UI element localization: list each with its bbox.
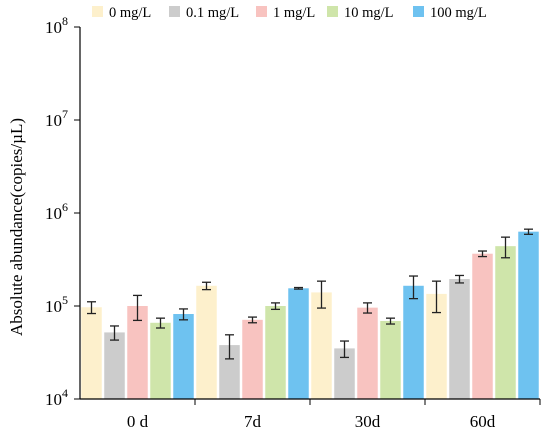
- legend-swatch: [413, 6, 424, 17]
- legend-swatch: [92, 6, 103, 17]
- bar: [426, 293, 447, 399]
- x-tick-label: 60d: [470, 412, 496, 431]
- bar: [81, 307, 102, 399]
- bar: [380, 320, 401, 399]
- bar: [472, 253, 493, 399]
- bar: [242, 319, 263, 399]
- bar: [127, 306, 148, 399]
- bar: [357, 307, 378, 399]
- bars: [81, 228, 539, 399]
- bar: [518, 231, 539, 399]
- legend-label: 0 mg/L: [109, 5, 151, 21]
- y-tick-label: 105: [45, 293, 68, 316]
- bar: [403, 285, 424, 399]
- bar: [173, 314, 194, 399]
- bar: [219, 345, 240, 399]
- bar: [104, 332, 125, 399]
- x-tick-label: 7d: [244, 412, 262, 431]
- legend-label: 1 mg/L: [273, 5, 315, 21]
- y-axis: 104 105 106 107 108: [45, 14, 81, 409]
- bar: [288, 288, 309, 399]
- y-axis-title: Absolute abundance(copies/µL): [7, 118, 26, 336]
- y-tick-label: 108: [45, 14, 68, 37]
- y-tick-label: 106: [45, 200, 68, 223]
- bar: [196, 285, 217, 399]
- bar: [311, 292, 332, 399]
- legend: 0 mg/L 0.1 mg/L 1 mg/L 10 mg/L 100 mg/L: [92, 5, 487, 21]
- bar: [495, 246, 516, 399]
- bar: [334, 348, 355, 399]
- legend-swatch: [327, 6, 338, 17]
- bar: [449, 279, 470, 399]
- legend-label: 10 mg/L: [344, 5, 394, 21]
- legend-swatch: [169, 6, 180, 17]
- x-tick-label: 0 d: [127, 412, 149, 431]
- legend-swatch: [256, 6, 267, 17]
- x-tick-label: 30d: [355, 412, 381, 431]
- y-tick-label: 104: [45, 386, 68, 409]
- legend-label: 0.1 mg/L: [186, 5, 239, 21]
- x-axis: 0 d 7d 30d 60d: [80, 398, 541, 431]
- y-tick-label: 107: [45, 107, 68, 130]
- bar: [150, 322, 171, 399]
- bar: [265, 306, 286, 399]
- legend-label: 100 mg/L: [430, 5, 487, 21]
